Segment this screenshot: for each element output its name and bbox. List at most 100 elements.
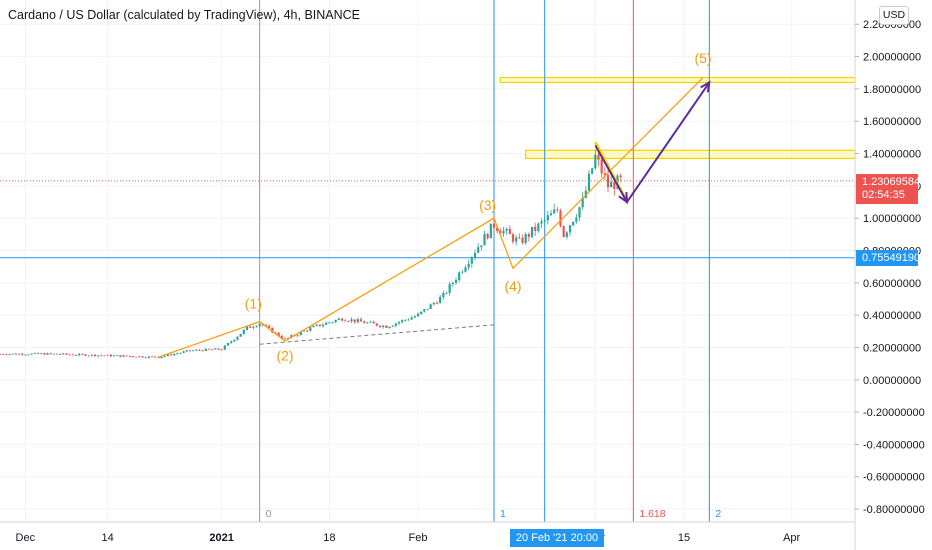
- wave-label: (1): [245, 296, 262, 312]
- candle-body: [182, 351, 185, 353]
- candle-body: [350, 319, 353, 322]
- candle-body: [318, 324, 321, 327]
- candle-body: [49, 353, 52, 354]
- resistance-zones[interactable]: [499, 76, 856, 159]
- candle-body: [62, 353, 65, 355]
- resistance-zone[interactable]: [499, 76, 856, 84]
- projection-path[interactable]: [594, 81, 711, 204]
- candle-body: [188, 350, 192, 352]
- time-tick-label: Dec: [16, 532, 36, 544]
- candle-body: [540, 221, 543, 224]
- candle-body: [594, 154, 597, 169]
- price-tick-label: 2.00000000: [863, 52, 921, 64]
- candle-body: [144, 357, 147, 359]
- candle-body: [366, 322, 369, 324]
- candle-body: [287, 337, 290, 339]
- candle-body: [198, 349, 201, 351]
- candle-body: [106, 354, 109, 356]
- fib-time-line-label: 1.618: [639, 508, 665, 520]
- projection-arrow[interactable]: [594, 80, 711, 205]
- candle-body: [100, 355, 103, 357]
- candle-body: [280, 336, 283, 339]
- time-tick-label: 14: [102, 532, 114, 544]
- candle-body: [407, 319, 410, 321]
- elliott-wave-path[interactable]: [158, 77, 704, 358]
- candle-body: [423, 309, 426, 312]
- candle-body: [340, 318, 344, 321]
- candle-body: [572, 221, 575, 226]
- projection-arrowhead-end: [700, 80, 711, 93]
- candle-body: [93, 354, 97, 357]
- candle-body: [530, 226, 534, 237]
- candle-body: [603, 173, 606, 176]
- crosshair-date-tag: 20 Feb '21 20:00: [510, 529, 604, 547]
- candle-body: [337, 318, 340, 321]
- price-tick-label: 0.60000000: [863, 278, 921, 290]
- candle-body: [135, 356, 138, 358]
- candle-body: [511, 234, 515, 242]
- candle-body: [372, 321, 375, 324]
- horizontal-level-line[interactable]: [0, 180, 855, 259]
- candle-body: [325, 322, 328, 325]
- candle-body: [68, 354, 71, 356]
- candle-body: [518, 237, 521, 239]
- candle-body: [499, 230, 502, 234]
- price-tick-label: 1.80000000: [863, 84, 921, 96]
- candle-body: [5, 354, 8, 356]
- candle-body: [40, 353, 43, 355]
- candle-body: [220, 349, 223, 351]
- candle-body: [226, 342, 230, 346]
- candle-body: [394, 323, 397, 326]
- candle-body: [619, 175, 622, 178]
- time-axis[interactable]: Dec14202118FebMar15Apr: [0, 521, 855, 544]
- candle-body: [217, 348, 220, 350]
- candle-body: [568, 225, 572, 233]
- candle-body: [109, 354, 112, 357]
- candle-body: [353, 319, 356, 323]
- price-axis[interactable]: 2.200000002.000000001.800000001.60000000…: [854, 0, 925, 550]
- candle-body: [290, 335, 293, 338]
- candle-body: [435, 303, 439, 304]
- candle-body: [606, 175, 610, 188]
- candle-body: [477, 247, 480, 253]
- candle-body: [87, 355, 90, 357]
- candle-body: [242, 329, 245, 334]
- candle-body: [195, 349, 198, 351]
- candle-body: [445, 292, 448, 294]
- candle-body: [334, 320, 337, 323]
- candle-body: [454, 280, 458, 283]
- candle-body: [46, 353, 49, 355]
- candle-body: [185, 350, 188, 352]
- candle-body: [382, 325, 385, 327]
- candle-body: [264, 325, 268, 327]
- candle-body: [575, 217, 578, 222]
- currency-button[interactable]: USD: [879, 6, 909, 25]
- price-tick-label: 0.40000000: [863, 310, 921, 322]
- candle-body: [84, 354, 87, 356]
- candle-body: [439, 297, 442, 304]
- candle-body: [315, 324, 318, 326]
- resistance-zone[interactable]: [525, 149, 856, 159]
- candle-body: [24, 354, 27, 356]
- candle-body: [470, 257, 473, 264]
- candle-body: [432, 303, 435, 305]
- candle-body: [562, 226, 565, 237]
- price-tick-label: 1.00000000: [863, 213, 921, 225]
- candle-body: [306, 330, 309, 332]
- candle-body: [578, 207, 581, 218]
- candle-body: [369, 321, 372, 323]
- price-tick-label: 1.40000000: [863, 149, 921, 161]
- elliott-wave-lines[interactable]: [158, 77, 704, 358]
- candle-body: [378, 325, 382, 327]
- candle-body: [559, 210, 562, 227]
- candle-body: [309, 327, 312, 331]
- price-tick-label: 1.60000000: [863, 116, 921, 128]
- candle-body: [97, 355, 100, 357]
- candle-body: [534, 226, 537, 231]
- candle-body: [116, 355, 119, 357]
- candle-body: [483, 233, 486, 246]
- time-tick-label: 15: [678, 532, 690, 544]
- candle-body: [413, 316, 416, 318]
- candle-body: [169, 354, 173, 356]
